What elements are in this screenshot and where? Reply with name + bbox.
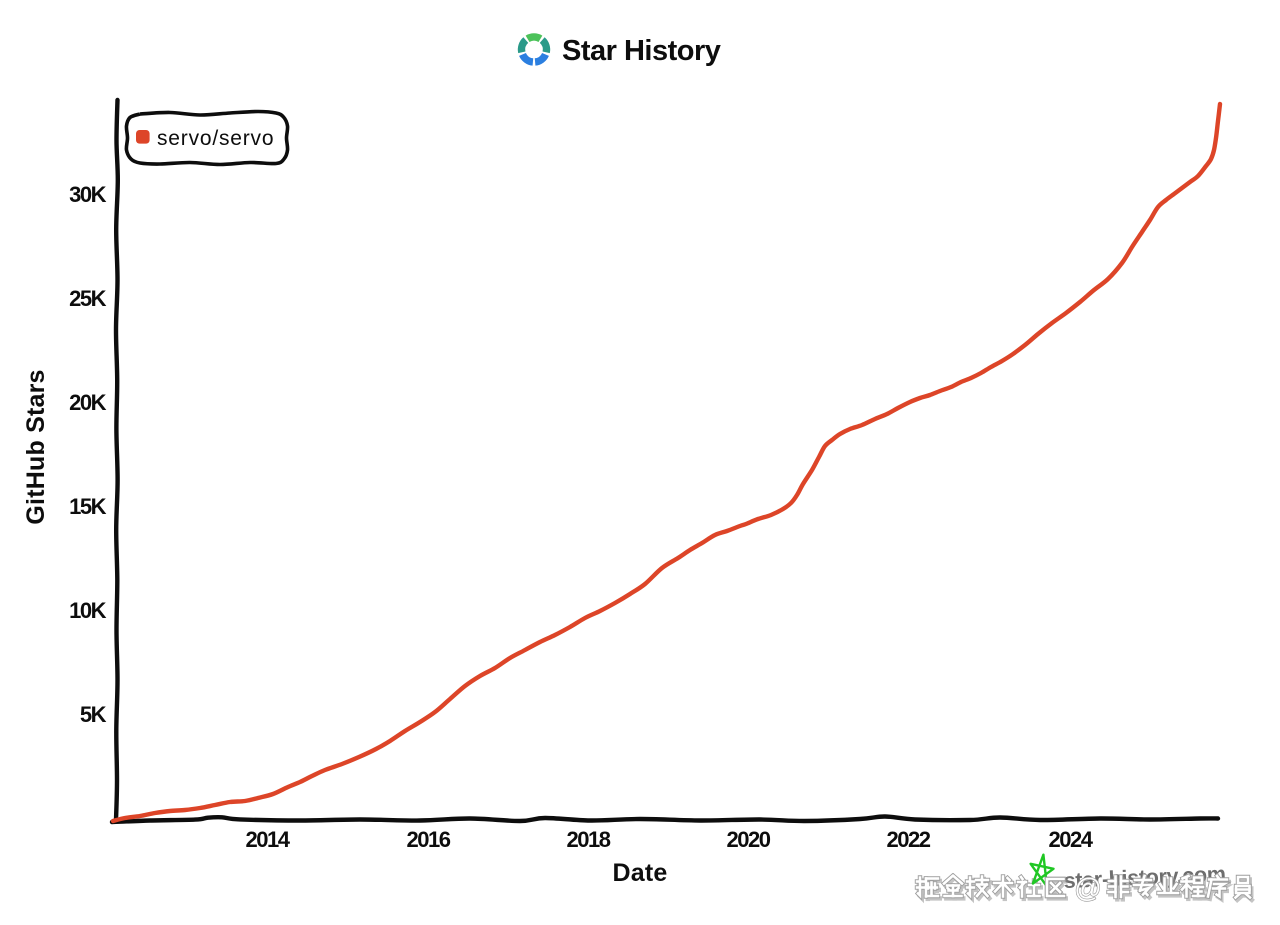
svg-text:Date: Date	[613, 859, 668, 887]
svg-text:2024: 2024	[1049, 827, 1094, 852]
svg-text:15K: 15K	[69, 494, 106, 519]
svg-text:30K: 30K	[69, 182, 106, 207]
svg-text:5K: 5K	[80, 702, 107, 727]
svg-text:10K: 10K	[69, 598, 106, 623]
svg-text:25K: 25K	[69, 286, 106, 311]
svg-text:2016: 2016	[407, 827, 451, 852]
svg-text:GitHub Stars: GitHub Stars	[22, 369, 50, 524]
svg-text:2018: 2018	[567, 827, 611, 852]
svg-text:servo/servo: servo/servo	[157, 127, 274, 150]
svg-text:2020: 2020	[727, 827, 771, 852]
svg-text:Star History: Star History	[562, 35, 721, 67]
svg-text:2022: 2022	[887, 827, 931, 852]
svg-text:20K: 20K	[69, 390, 106, 415]
svg-text:2014: 2014	[246, 827, 291, 852]
svg-text:@: @	[1074, 873, 1101, 903]
